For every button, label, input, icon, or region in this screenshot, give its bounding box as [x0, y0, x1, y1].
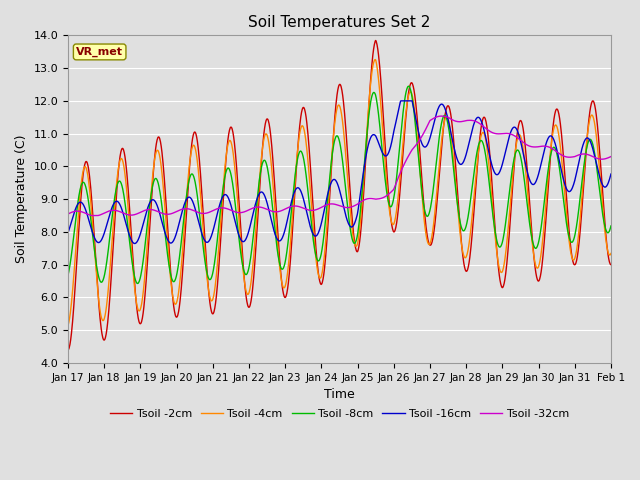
Line: Tsoil -8cm: Tsoil -8cm	[68, 86, 611, 284]
Tsoil -2cm	[543, 204, 550, 210]
Tsoil -8cm	[246, 260, 253, 265]
Tsoil -8cm	[134, 281, 141, 287]
Tsoil -32cm	[88, 213, 95, 218]
Tsoil -4cm	[371, 57, 379, 62]
Legend: Tsoil -2cm, Tsoil -4cm, Tsoil -8cm, Tsoil -16cm, Tsoil -32cm: Tsoil -2cm, Tsoil -4cm, Tsoil -8cm, Tsoi…	[106, 404, 573, 423]
Tsoil -16cm	[543, 138, 551, 144]
Tsoil -8cm	[607, 223, 615, 229]
Tsoil -8cm	[186, 177, 193, 183]
Tsoil -32cm	[543, 144, 551, 149]
Tsoil -2cm	[185, 174, 193, 180]
Line: Tsoil -4cm: Tsoil -4cm	[68, 60, 611, 325]
Tsoil -32cm	[438, 113, 445, 119]
Text: VR_met: VR_met	[76, 47, 123, 57]
Tsoil -16cm	[397, 98, 404, 104]
Tsoil -8cm	[495, 244, 503, 250]
Tsoil -4cm	[172, 301, 179, 307]
Tsoil -2cm	[246, 304, 253, 310]
Tsoil -16cm	[64, 230, 72, 236]
Tsoil -2cm	[495, 269, 503, 275]
Tsoil -4cm	[424, 240, 432, 246]
Tsoil -4cm	[495, 263, 503, 269]
Line: Tsoil -2cm: Tsoil -2cm	[68, 40, 611, 350]
Tsoil -16cm	[172, 232, 180, 238]
Tsoil -16cm	[424, 140, 432, 145]
Tsoil -2cm	[172, 313, 179, 319]
Tsoil -4cm	[64, 323, 72, 328]
Tsoil -8cm	[543, 174, 551, 180]
Tsoil -16cm	[607, 171, 615, 177]
Tsoil -16cm	[246, 224, 253, 230]
Tsoil -2cm	[607, 262, 615, 268]
Title: Soil Temperatures Set 2: Soil Temperatures Set 2	[248, 15, 431, 30]
Line: Tsoil -32cm: Tsoil -32cm	[68, 116, 611, 216]
Tsoil -8cm	[172, 275, 180, 281]
Tsoil -4cm	[246, 288, 253, 294]
Tsoil -8cm	[405, 84, 413, 89]
Tsoil -4cm	[185, 168, 193, 174]
Y-axis label: Soil Temperature (C): Soil Temperature (C)	[15, 135, 28, 264]
Tsoil -16cm	[495, 170, 503, 176]
Tsoil -32cm	[424, 122, 432, 128]
X-axis label: Time: Time	[324, 388, 355, 401]
Tsoil -8cm	[424, 213, 432, 218]
Tsoil -32cm	[495, 131, 503, 137]
Tsoil -16cm	[131, 240, 139, 246]
Tsoil -32cm	[172, 209, 180, 215]
Tsoil -2cm	[424, 237, 432, 243]
Tsoil -32cm	[246, 206, 253, 212]
Tsoil -4cm	[543, 190, 550, 195]
Line: Tsoil -16cm: Tsoil -16cm	[68, 101, 611, 243]
Tsoil -16cm	[186, 194, 193, 200]
Tsoil -32cm	[186, 206, 193, 212]
Tsoil -4cm	[607, 251, 615, 256]
Tsoil -2cm	[372, 37, 380, 43]
Tsoil -2cm	[64, 347, 72, 353]
Tsoil -32cm	[607, 154, 615, 159]
Tsoil -32cm	[64, 211, 72, 217]
Tsoil -8cm	[64, 272, 72, 278]
